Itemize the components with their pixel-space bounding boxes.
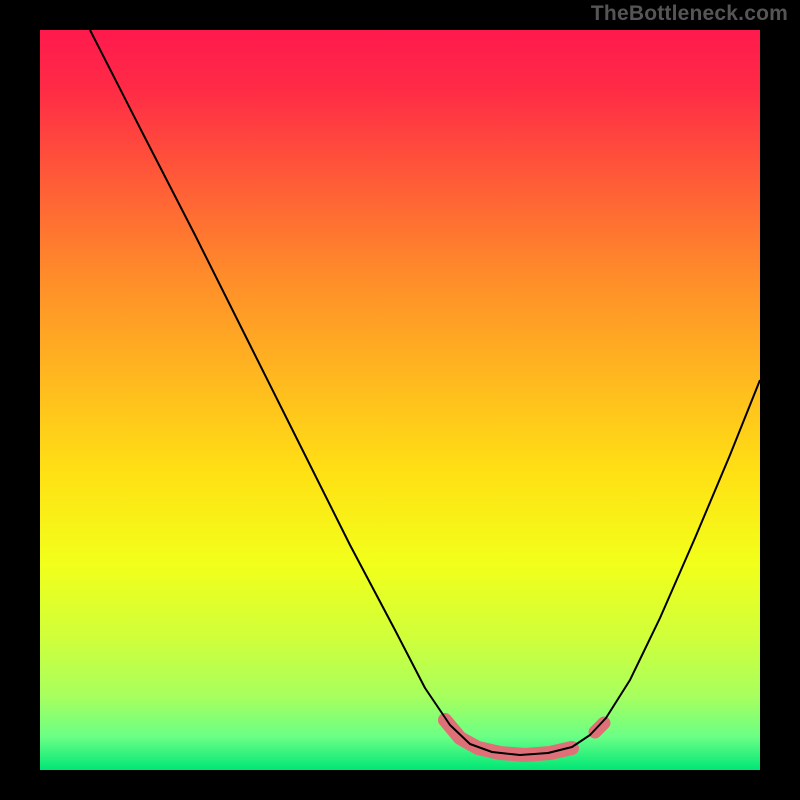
plot-background <box>40 30 760 770</box>
chart-canvas: TheBottleneck.com <box>0 0 800 800</box>
chart-svg <box>0 0 800 800</box>
watermark-text: TheBottleneck.com <box>591 2 788 26</box>
